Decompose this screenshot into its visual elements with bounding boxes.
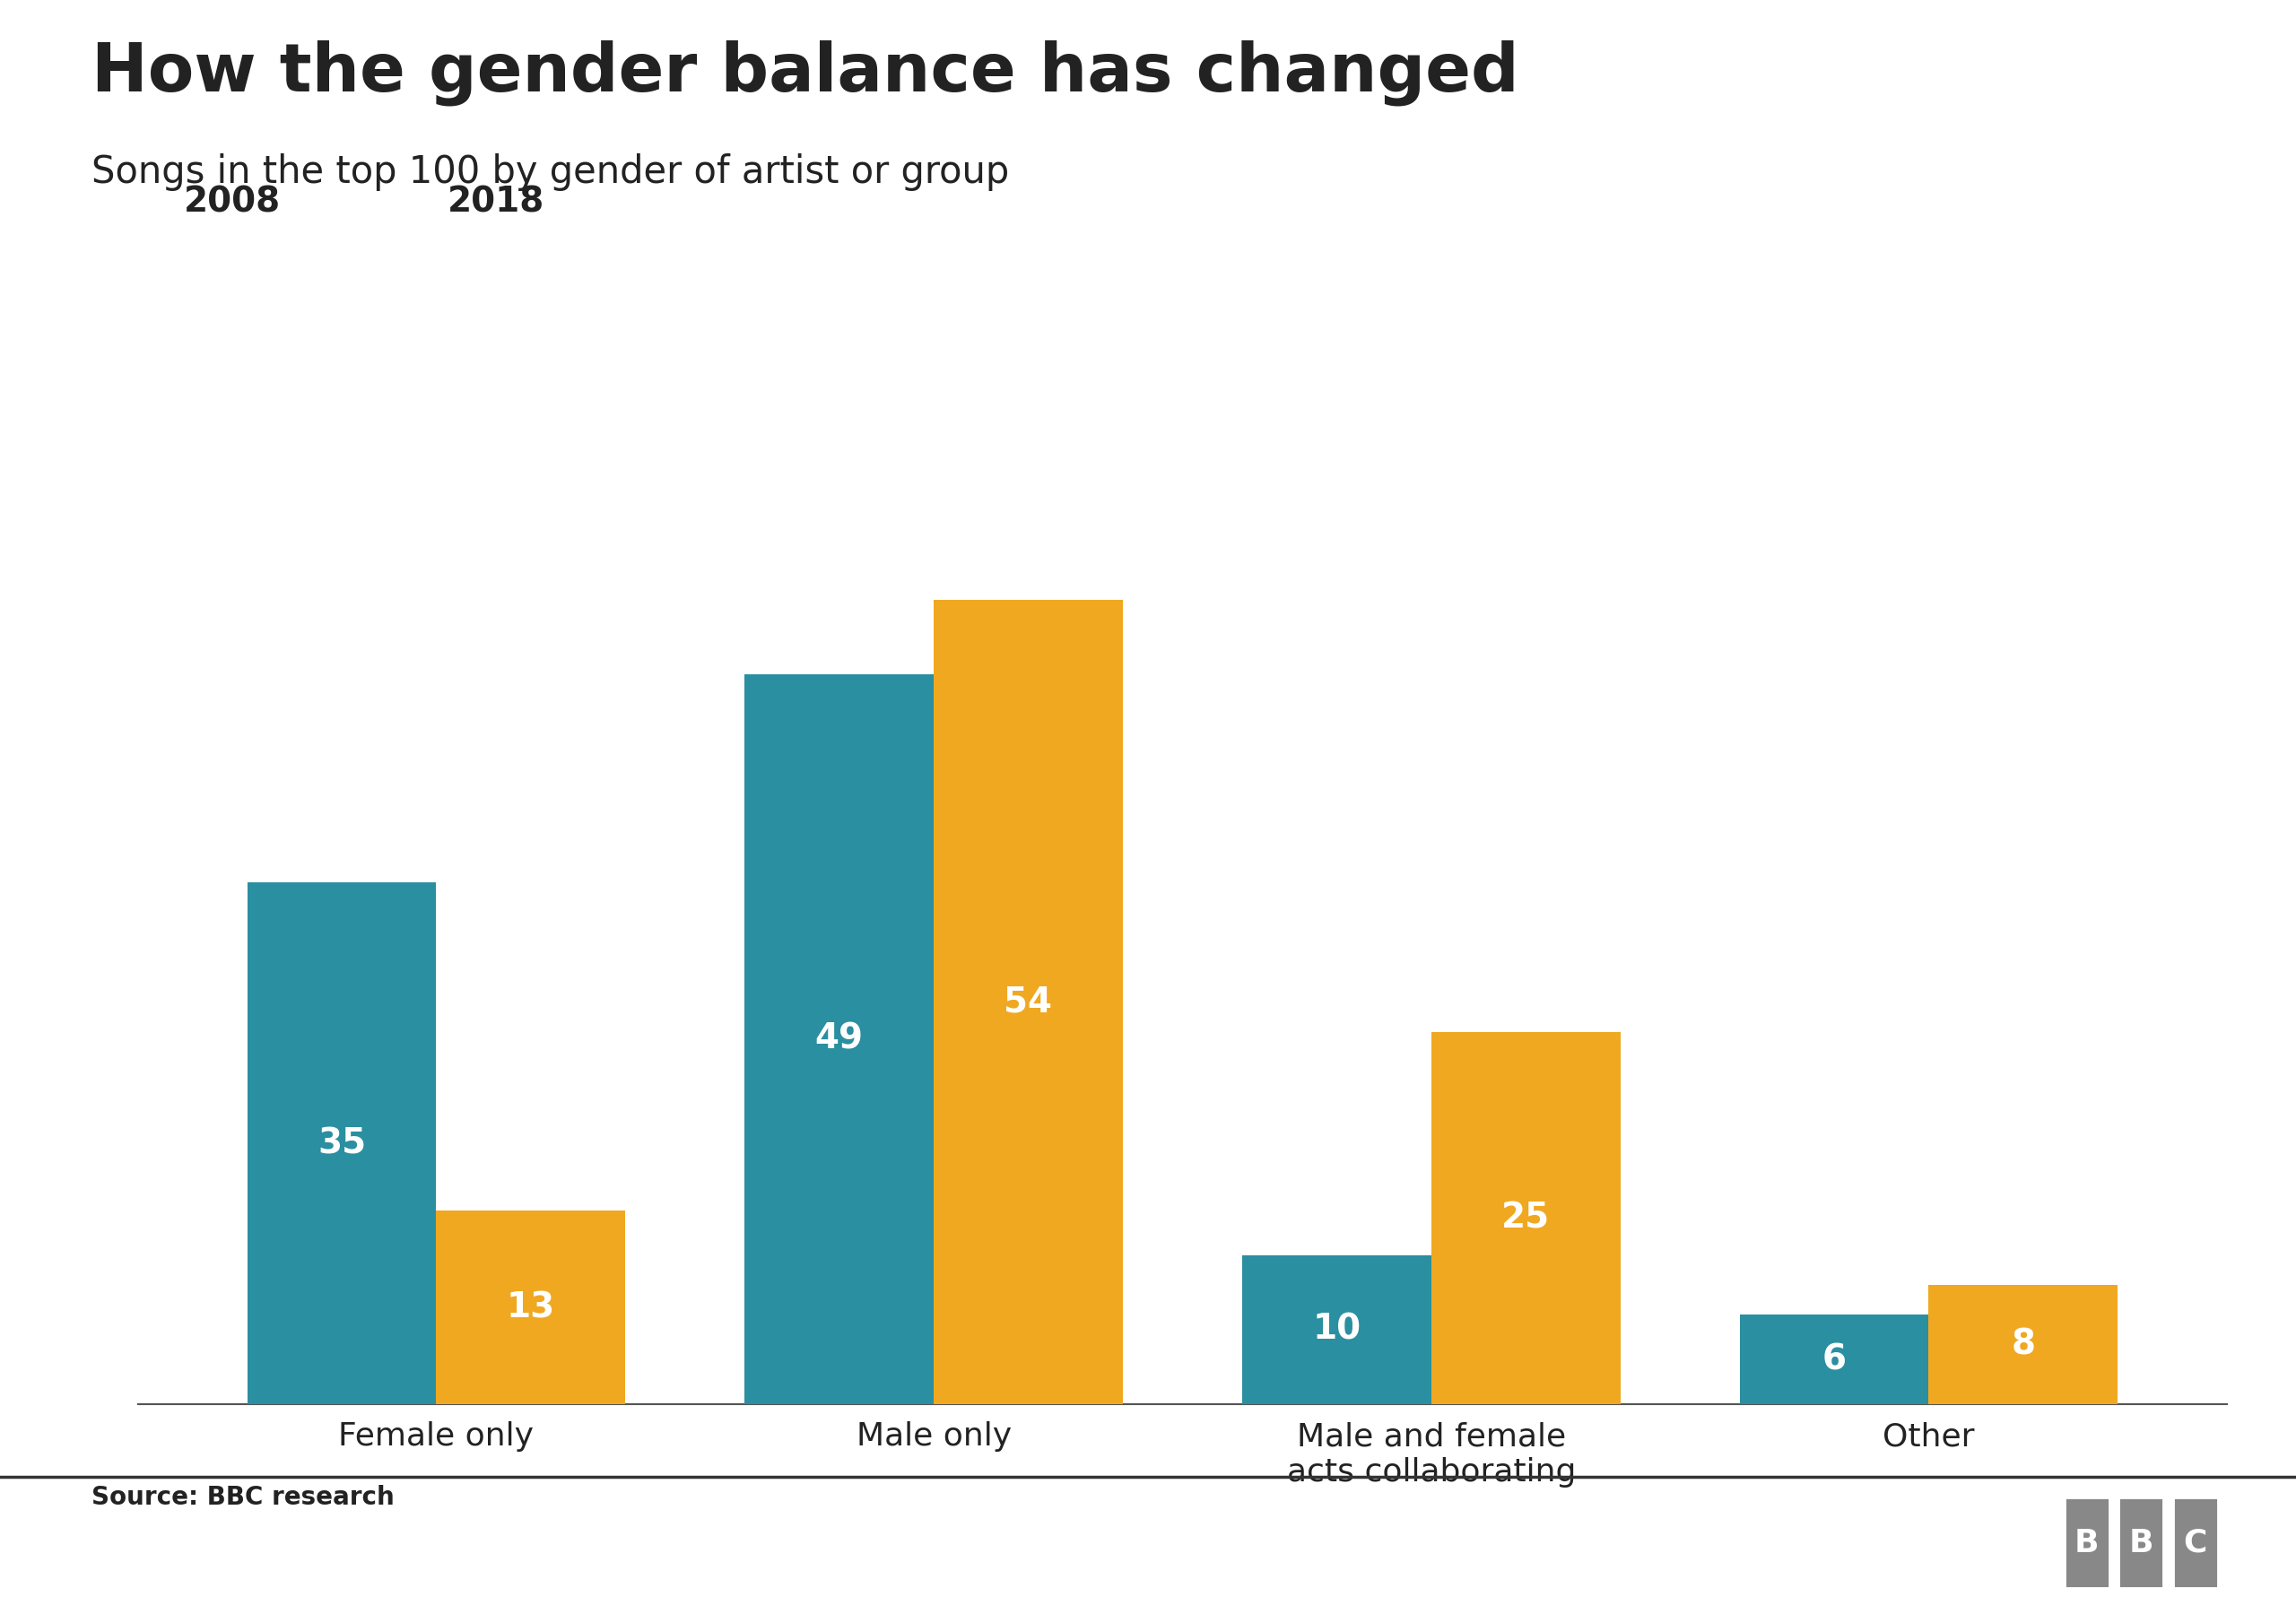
Bar bbox=[934, 600, 1123, 1404]
Text: 10: 10 bbox=[1313, 1312, 1362, 1346]
Text: 49: 49 bbox=[815, 1022, 863, 1056]
Text: Source: BBC research: Source: BBC research bbox=[92, 1485, 395, 1511]
Bar bbox=[744, 675, 934, 1404]
Text: Songs in the top 100 by gender of artist or group: Songs in the top 100 by gender of artist… bbox=[92, 153, 1010, 190]
Text: 6: 6 bbox=[1823, 1343, 1846, 1377]
FancyBboxPatch shape bbox=[2064, 1496, 2110, 1590]
Bar bbox=[1929, 1285, 2117, 1404]
Bar bbox=[436, 1210, 625, 1404]
Text: B: B bbox=[2076, 1528, 2099, 1558]
FancyBboxPatch shape bbox=[2172, 1496, 2218, 1590]
Text: 2008: 2008 bbox=[184, 186, 280, 220]
Text: 13: 13 bbox=[507, 1290, 556, 1325]
Bar bbox=[1740, 1315, 1929, 1404]
Text: How the gender balance has changed: How the gender balance has changed bbox=[92, 40, 1520, 107]
Text: 8: 8 bbox=[2011, 1328, 2034, 1362]
Bar bbox=[248, 883, 436, 1404]
Text: C: C bbox=[2183, 1528, 2206, 1558]
Bar bbox=[1242, 1256, 1430, 1404]
Text: 25: 25 bbox=[1502, 1201, 1550, 1235]
Text: 54: 54 bbox=[1003, 985, 1052, 1018]
Bar bbox=[1430, 1031, 1621, 1404]
Text: B: B bbox=[2128, 1528, 2154, 1558]
Text: 35: 35 bbox=[317, 1127, 365, 1160]
Text: 2018: 2018 bbox=[448, 186, 544, 220]
FancyBboxPatch shape bbox=[2117, 1496, 2165, 1590]
